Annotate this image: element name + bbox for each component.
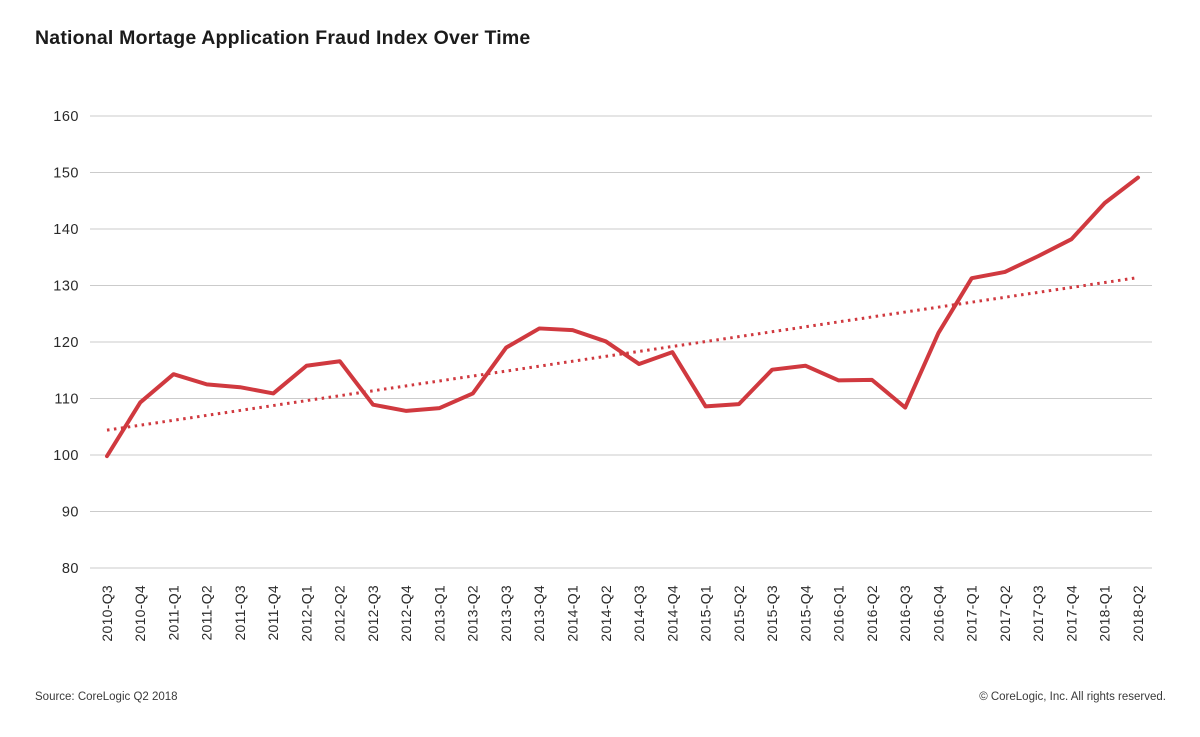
fraud-index-line — [105, 175, 1140, 459]
y-tick-label: 120 — [53, 335, 79, 351]
x-tick-label: 2016-Q1 — [831, 585, 847, 642]
x-tick-label: 2013-Q4 — [531, 585, 547, 642]
x-tick-label: 2017-Q4 — [1063, 585, 1079, 642]
x-tick-label: 2014-Q2 — [598, 585, 614, 642]
y-tick-label: 150 — [53, 166, 79, 182]
x-tick-label: 2012-Q4 — [398, 585, 414, 642]
x-tick-label: 2017-Q3 — [1030, 585, 1046, 642]
x-tick-label: 2011-Q2 — [199, 585, 215, 641]
x-tick-label: 2014-Q4 — [664, 585, 680, 642]
x-tick-label: 2012-Q2 — [332, 585, 348, 642]
y-tick-label: 160 — [53, 109, 79, 125]
fraud-index-line-chart: 80 90 100 110 120 130 140 150 160 2010-Q3 2010-Q4 2… — [53, 109, 1152, 642]
chart-title: National Mortage Application Fraud Index… — [35, 27, 531, 49]
x-tick-label: 2015-Q1 — [698, 585, 714, 642]
x-tick-label: 2014-Q3 — [631, 585, 647, 642]
y-tick-label: 110 — [54, 392, 79, 408]
y-tick-label: 90 — [62, 505, 79, 521]
x-tick-label: 2012-Q3 — [365, 585, 381, 642]
x-tick-label: 2013-Q2 — [465, 585, 481, 642]
x-tick-label: 2013-Q3 — [498, 585, 514, 642]
y-tick-label: 140 — [53, 222, 79, 238]
x-tick-label: 2010-Q4 — [132, 585, 148, 642]
x-tick-label: 2013-Q1 — [431, 585, 447, 642]
x-tick-label: 2016-Q2 — [864, 585, 880, 642]
trend-line — [106, 276, 1139, 432]
x-tick-label: 2018-Q2 — [1130, 585, 1146, 642]
x-tick-label: 2011-Q1 — [165, 585, 181, 641]
source-note: Source: CoreLogic Q2 2018 — [35, 691, 178, 703]
x-tick-label: 2010-Q3 — [99, 585, 115, 642]
x-tick-label: 2016-Q4 — [930, 585, 946, 642]
x-tick-label: 2011-Q3 — [232, 585, 248, 641]
y-tick-label: 80 — [62, 561, 79, 577]
x-tick-label: 2016-Q3 — [897, 585, 913, 642]
x-tick-label: 2015-Q2 — [731, 585, 747, 642]
x-tick-label: 2012-Q1 — [298, 585, 314, 642]
y-tick-label: 100 — [53, 448, 79, 464]
x-tick-label: 2011-Q4 — [265, 585, 281, 641]
footer: Source: CoreLogic Q2 2018 © CoreLogic, I… — [35, 691, 1166, 703]
copyright-note: © CoreLogic, Inc. All rights reserved. — [979, 691, 1166, 703]
y-tick-label: 130 — [53, 279, 79, 295]
x-tick-label: 2018-Q1 — [1097, 585, 1113, 642]
x-tick-label: 2014-Q1 — [565, 585, 581, 642]
x-tick-label: 2015-Q4 — [797, 585, 813, 642]
x-tick-label: 2017-Q2 — [997, 585, 1013, 642]
x-tick-label: 2015-Q3 — [764, 585, 780, 642]
x-tick-label: 2017-Q1 — [964, 585, 980, 642]
